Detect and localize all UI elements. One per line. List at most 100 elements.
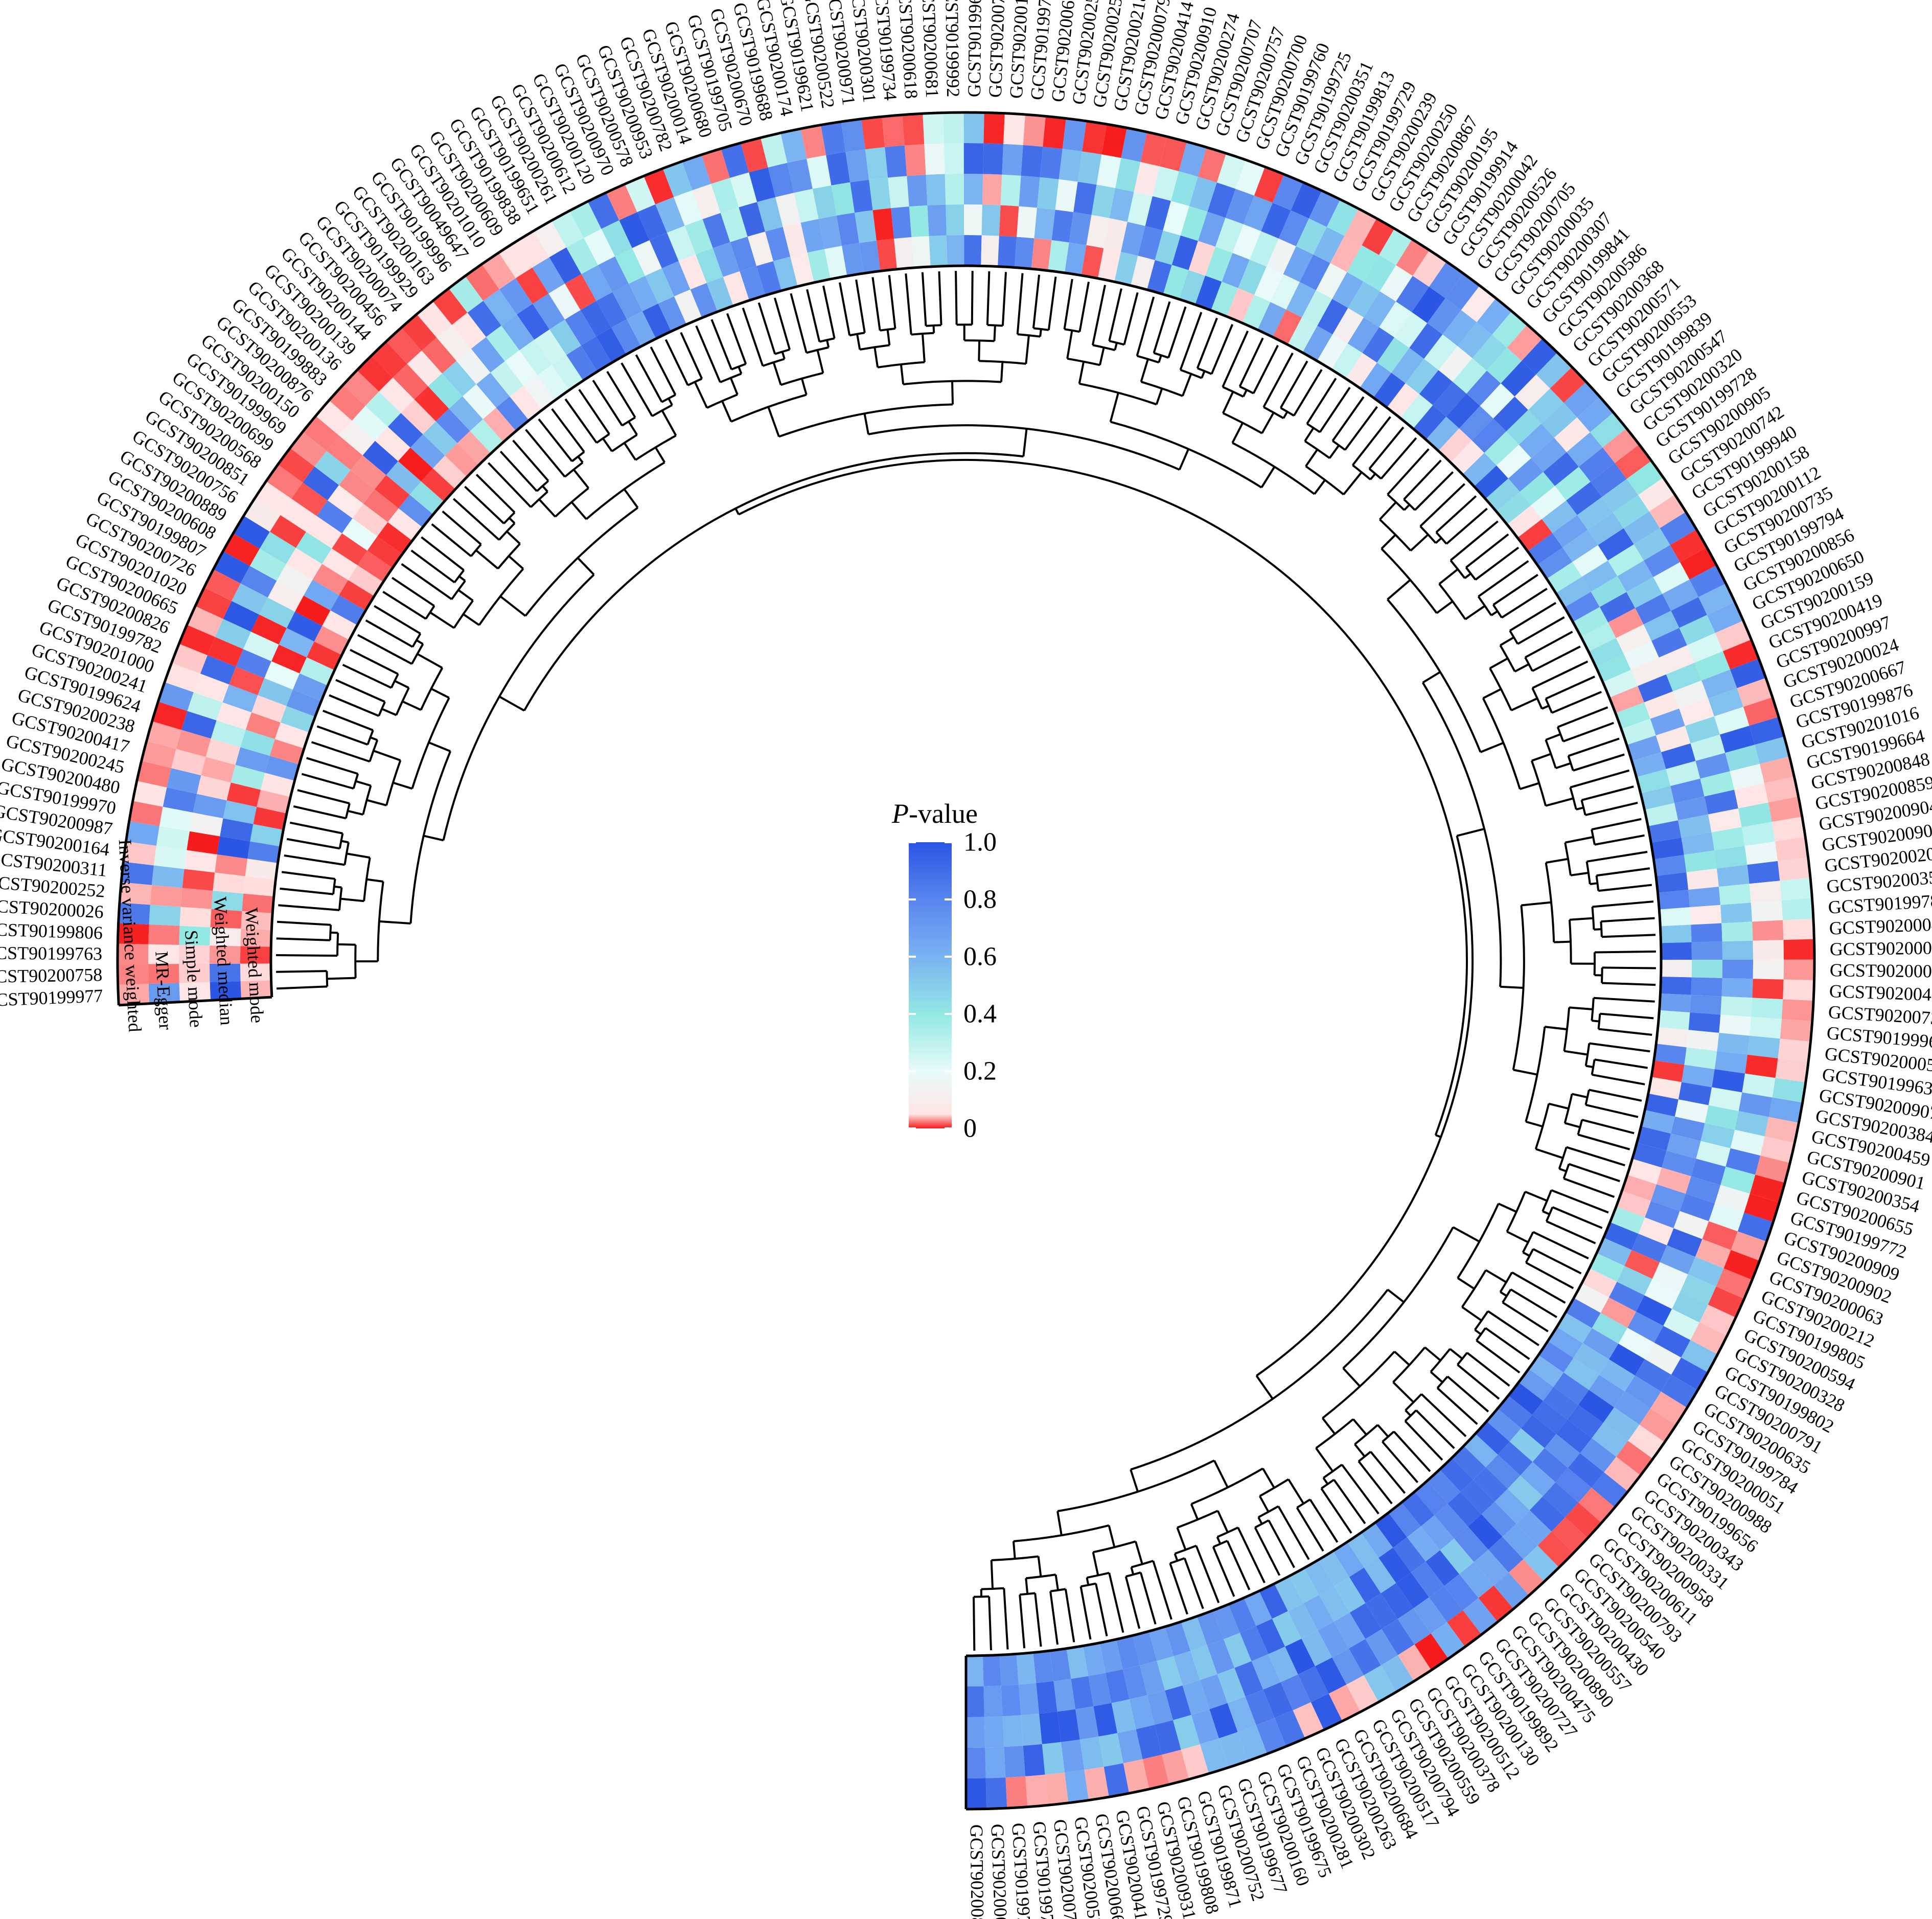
heatmap-cell — [1578, 1487, 1615, 1523]
heatmap-cell — [1152, 166, 1179, 201]
heatmap-cell — [215, 854, 248, 876]
heatmap-cell — [1502, 1523, 1538, 1559]
dendrogram-branch — [276, 937, 330, 941]
heatmap-cell — [1189, 176, 1217, 212]
dendrogram-branch — [635, 354, 663, 403]
heatmap-cell — [841, 119, 865, 152]
heatmap-cell — [1109, 188, 1134, 222]
heatmap-cell — [470, 419, 503, 454]
heatmap-cell — [379, 377, 415, 413]
heatmap-cell — [1005, 1776, 1028, 1809]
heatmap-cell — [1043, 116, 1066, 149]
heatmap-cell — [401, 399, 436, 434]
heatmap-cell — [1719, 1014, 1752, 1036]
heatmap-cell — [1136, 1725, 1162, 1760]
heatmap-cell — [452, 312, 487, 349]
heatmap-cell — [193, 794, 227, 819]
heatmap-cell — [1365, 1629, 1398, 1666]
heatmap-cell — [1783, 939, 1814, 960]
heatmap-cell — [1447, 1610, 1482, 1647]
heatmap-cell — [1722, 940, 1753, 960]
heatmap-cell — [1622, 1174, 1657, 1201]
heatmap-cell — [182, 869, 215, 891]
heatmap-cell — [129, 801, 163, 826]
dendrogram-branch — [1123, 292, 1139, 345]
heatmap-cell — [783, 222, 808, 257]
heatmap-cell — [187, 831, 220, 854]
heatmap-cell — [645, 268, 674, 304]
dendrogram-branch — [1231, 422, 1244, 444]
dendrogram-branch — [1577, 1134, 1630, 1150]
heatmap-cell — [1409, 323, 1443, 359]
heatmap-cell — [1440, 1538, 1474, 1575]
heatmap-cell — [357, 355, 393, 392]
heatmap-cell — [1261, 202, 1291, 239]
heatmap-cell — [1659, 993, 1691, 1013]
heatmap-cell — [207, 637, 243, 667]
heatmap-cell — [712, 242, 740, 277]
dendrogram-arc — [1556, 726, 1565, 742]
sample-label: GCST90199806 — [0, 919, 103, 943]
dendrogram-arc — [1403, 498, 1416, 511]
dendrogram-branch — [1321, 1417, 1336, 1435]
heatmap-cell — [1682, 1065, 1715, 1088]
heatmap-cell — [1623, 511, 1660, 545]
heatmap-cell — [1313, 227, 1345, 263]
dendrogram-branch — [1532, 660, 1589, 689]
dendrogram-branch — [1475, 546, 1520, 581]
heatmap-cell — [1140, 1661, 1165, 1695]
dendrogram-branch — [1179, 312, 1203, 371]
dendrogram-arc — [622, 417, 636, 427]
heatmap-cell — [1474, 1550, 1509, 1586]
dendrogram-branch — [1576, 806, 1584, 811]
heatmap-cell — [983, 1685, 1003, 1717]
heatmap-cell — [342, 370, 379, 406]
dendrogram-arc — [524, 506, 638, 617]
dendrogram-branch — [1380, 437, 1417, 480]
dendrogram-branch — [620, 362, 653, 417]
dendrogram-branch — [1252, 344, 1279, 394]
heatmap-cell — [197, 775, 231, 801]
dendrogram-branch — [464, 485, 505, 524]
heatmap-cell — [1563, 382, 1600, 418]
heatmap-cell — [1172, 1715, 1200, 1750]
heatmap-cell — [1542, 500, 1577, 534]
heatmap-cell — [1326, 199, 1359, 236]
dendrogram-arc — [1382, 1430, 1395, 1443]
dendrogram-arc — [1457, 1352, 1468, 1366]
heatmap-cell — [253, 806, 287, 830]
legend-title: P-value — [891, 798, 978, 829]
dendrogram-arc — [1177, 1510, 1218, 1529]
dendrogram-arc — [1130, 1289, 1389, 1471]
heatmap-cell — [1140, 132, 1167, 167]
heatmap-cell — [876, 239, 898, 271]
dendrogram-branch — [1056, 1511, 1063, 1536]
dendrogram-branch — [1565, 1122, 1580, 1128]
dendrogram-branch — [1568, 1163, 1620, 1183]
sample-label: GCST90200758 — [0, 964, 103, 987]
dendrogram-branch — [1079, 1586, 1092, 1640]
heatmap-cell — [1644, 1279, 1681, 1309]
heatmap-rings — [116, 111, 1816, 1811]
heatmap-cell — [215, 619, 251, 650]
heatmap-cell — [1361, 1522, 1393, 1558]
heatmap-cell — [242, 893, 274, 913]
dendrogram-branch — [694, 381, 708, 408]
heatmap-cell — [1553, 1372, 1589, 1405]
dendrogram-arc — [1492, 604, 1503, 618]
heatmap-cell — [1581, 622, 1616, 652]
dendrogram-branch — [1596, 867, 1650, 877]
dendrogram-branch — [1525, 1191, 1548, 1202]
dendrogram-branch — [394, 680, 409, 689]
dendrogram-branch — [1176, 1527, 1187, 1551]
dendrogram-branch — [323, 709, 374, 731]
heatmap-cell — [946, 204, 964, 236]
heatmap-cell — [662, 161, 693, 197]
heatmap-cell — [1690, 734, 1726, 761]
dendrogram-branch — [1593, 997, 1655, 1003]
dendrogram-branch — [1573, 753, 1625, 772]
heatmap-cell — [1720, 996, 1753, 1017]
heatmap-cell — [1301, 1630, 1332, 1667]
heatmap-cell — [1412, 250, 1447, 287]
heatmap-cell — [1531, 486, 1567, 519]
